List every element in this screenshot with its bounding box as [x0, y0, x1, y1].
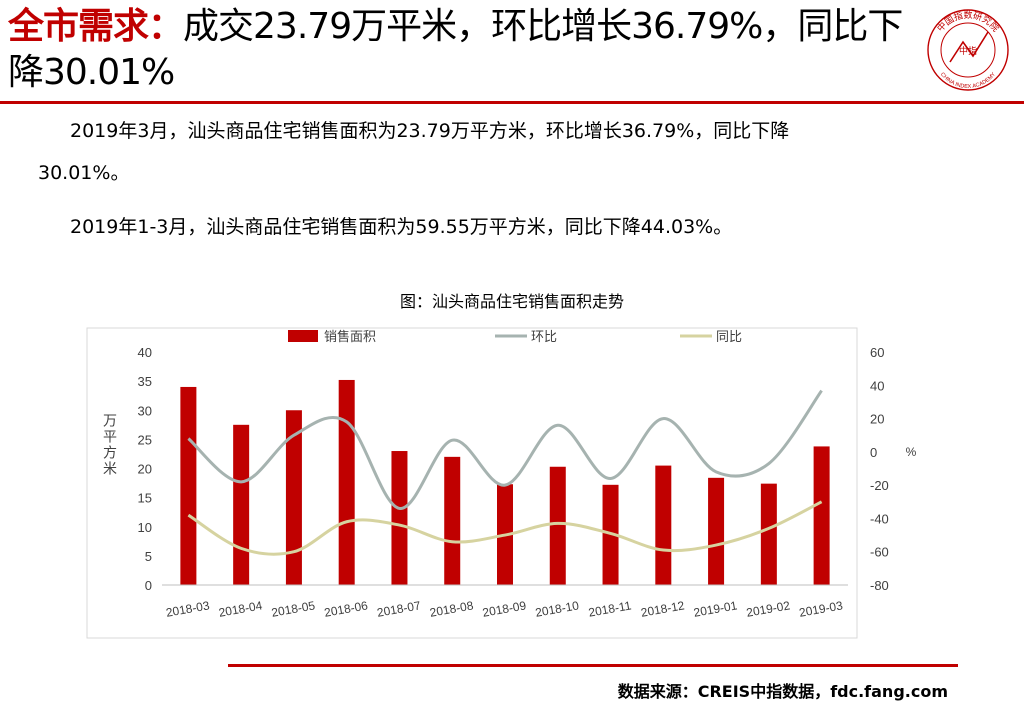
- headline-key: 全市需求: [8, 6, 149, 47]
- chart-frame: [86, 327, 858, 639]
- headline-text: 成交23.79万平米，环比增长36.79%，同比下降30.01%: [8, 6, 903, 93]
- x-tick-label: 2019-01: [692, 598, 738, 619]
- bar-2018-05: [285, 410, 302, 585]
- left-axis-tick-label: 0: [145, 578, 152, 593]
- right-axis-tick-label: 40: [870, 378, 884, 393]
- x-tick-label: 2018-06: [323, 598, 369, 619]
- data-source: 数据来源：CREIS中指数据，fdc.fang.com: [617, 682, 948, 701]
- x-tick-label: 2018-03: [165, 598, 211, 619]
- chart-title: 图：汕头商品住宅销售面积走势: [399, 292, 624, 311]
- bar-2018-03: [180, 386, 197, 585]
- logo-ring-text: 中国指数研究院: [934, 9, 1001, 34]
- x-tick-label: 2018-05: [270, 598, 316, 619]
- bar-2018-06: [338, 379, 355, 585]
- paragraph-2: 2019年1-3月，汕头商品住宅销售面积为59.55万平方米，同比下降44.03…: [70, 216, 733, 238]
- right-axis-tick-label: -80: [870, 578, 889, 593]
- right-axis-tick-label: 20: [870, 412, 884, 427]
- right-axis-tick-label: 0: [870, 445, 877, 460]
- bar-2018-04: [233, 424, 250, 585]
- right-axis: -80 -60 -40 -20 0 20 40 60: [870, 345, 889, 593]
- left-axis: 0 5 10 15 20 25 30 35 40: [138, 345, 152, 593]
- x-axis: 2018-03 2018-04 2018-05 2018-06 2018-07 2018-…: [162, 584, 848, 620]
- chart-legend: 销售面积 环比 同比: [288, 329, 742, 344]
- left-axis-tick-label: 30: [138, 403, 152, 418]
- legend-label: 环比: [531, 329, 557, 344]
- left-axis-tick-label: 15: [138, 491, 152, 506]
- legend-label: 同比: [716, 329, 742, 344]
- legend-label: 销售面积: [324, 329, 376, 344]
- line-同比: [187, 500, 823, 556]
- x-tick-label: 2018-12: [640, 598, 686, 619]
- left-axis-tick-label: 35: [138, 374, 152, 389]
- bar-2019-01: [708, 477, 725, 585]
- headline: 全市需求：成交23.79万平米，环比增长36.79%，同比下降30.01%: [8, 4, 913, 96]
- x-tick-label: 2018-09: [481, 598, 527, 619]
- right-axis-tick-label: -20: [870, 478, 889, 493]
- headline-colon: ：: [148, 6, 184, 47]
- bar-2018-10: [549, 466, 566, 585]
- logo-english-text: CHINA INDEX ACADEMY: [939, 71, 997, 90]
- bar-2019-02: [760, 483, 777, 585]
- paragraph-1-line-2: 30.01%。: [38, 162, 130, 184]
- right-axis-tick-label: 60: [870, 345, 884, 360]
- x-tick-label: 2018-10: [534, 598, 580, 619]
- bar-2018-12: [655, 465, 672, 585]
- left-axis-label: 万平方米: [102, 413, 118, 477]
- x-tick-label: 2018-11: [587, 598, 632, 619]
- x-tick-label: 2018-07: [376, 598, 422, 619]
- left-axis-tick-label: 10: [138, 520, 152, 535]
- paragraph-1-line-1: 2019年3月，汕头商品住宅销售面积为23.79万平方米，环比增长36.79%，…: [70, 120, 790, 142]
- x-tick-label: 2018-04: [218, 598, 264, 619]
- logo-center-text: 中指: [959, 45, 977, 56]
- right-axis-tick-label: -60: [870, 545, 889, 560]
- bar-2019-03: [813, 446, 830, 585]
- bar-2018-08: [444, 456, 461, 585]
- bar-2018-07: [391, 451, 408, 585]
- x-tick-label: 2019-03: [798, 598, 844, 619]
- left-axis-tick-label: 20: [138, 462, 152, 477]
- x-tick-label: 2018-08: [429, 598, 475, 619]
- china-index-academy-logo: 中国指数研究院 CHINA INDEX ACADEMY 中指: [927, 9, 1009, 91]
- bar-series: [180, 379, 830, 585]
- left-axis-tick-label: 40: [138, 345, 152, 360]
- legend-swatch-bar: [288, 330, 318, 342]
- x-tick-label: 2019-02: [745, 598, 791, 619]
- header-divider: [0, 101, 1024, 104]
- footer-divider: [228, 664, 958, 667]
- right-axis-tick-label: -40: [870, 511, 889, 526]
- line-series: [187, 389, 823, 556]
- line-环比: [187, 389, 823, 510]
- left-axis-tick-label: 5: [145, 549, 152, 564]
- right-axis-label: %: [906, 445, 917, 459]
- left-axis-tick-label: 25: [138, 432, 152, 447]
